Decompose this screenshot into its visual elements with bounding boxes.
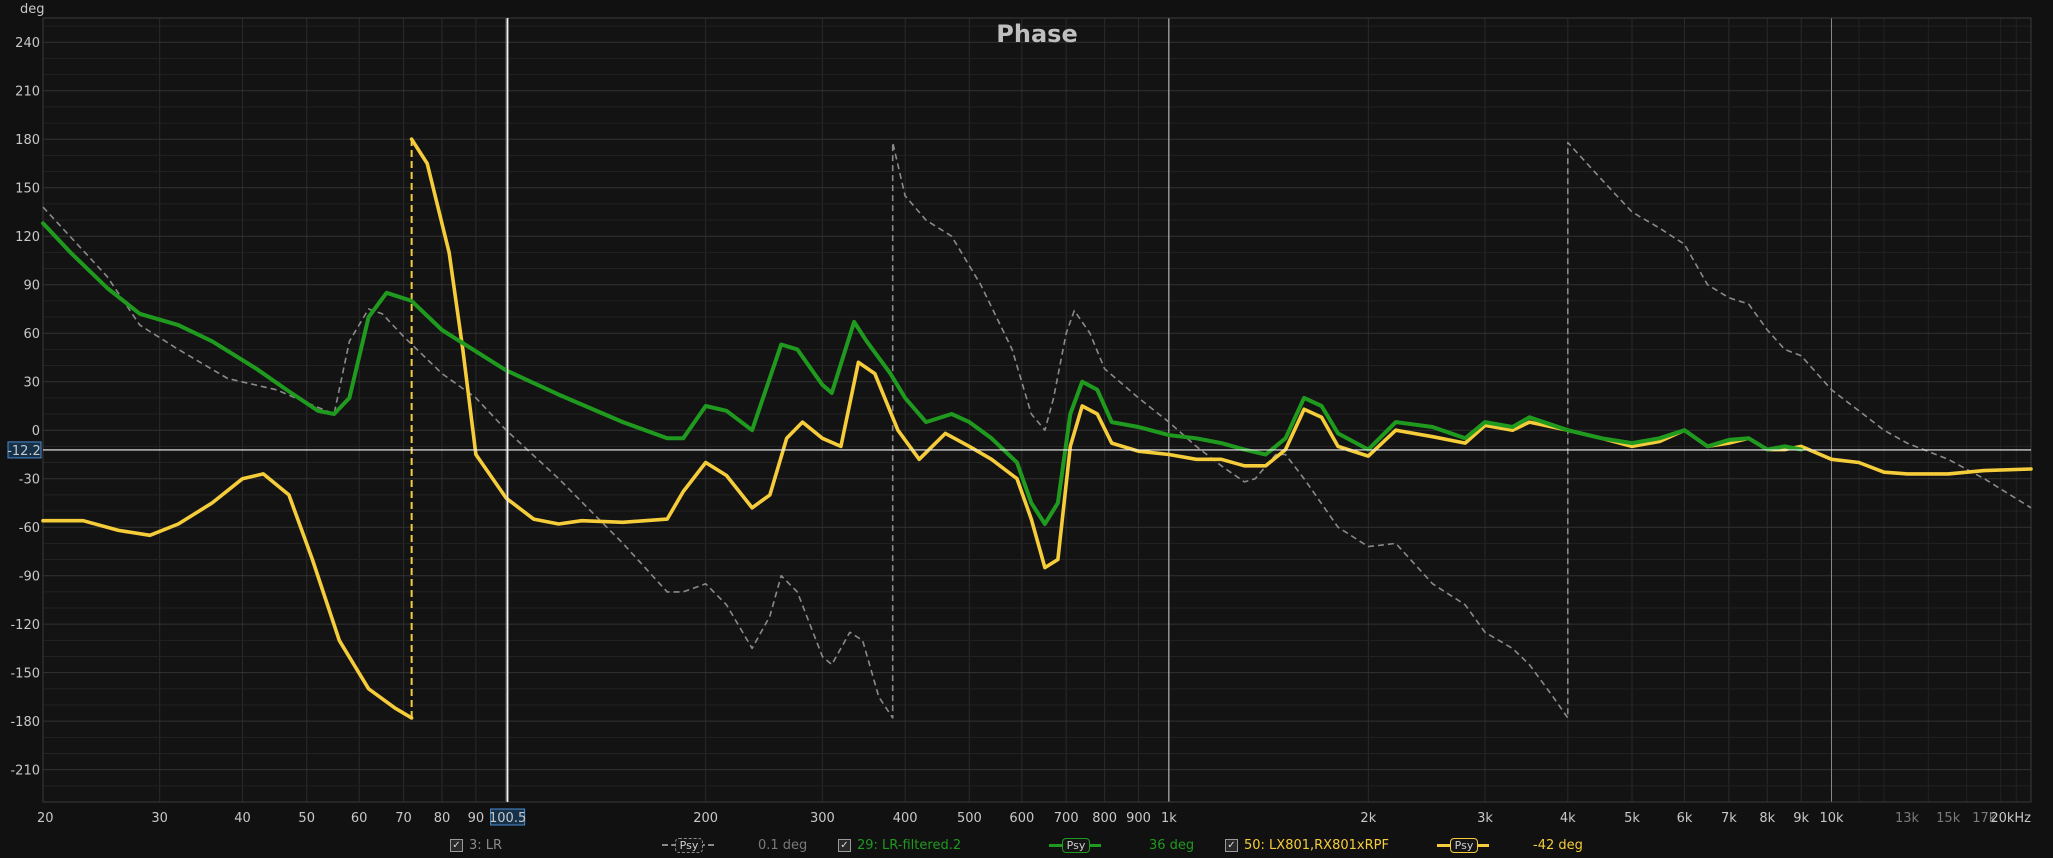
- x-tick-label: 13k: [1895, 811, 1920, 826]
- psy-smoothing-badge-1[interactable]: Psy: [675, 838, 703, 853]
- x-tick-label: 6k: [1677, 811, 1693, 826]
- y-tick-label: 180: [15, 133, 40, 148]
- legend-value-text-1: 0.1 deg: [758, 837, 808, 853]
- cursor-x-readout-box: [490, 808, 526, 826]
- x-tick-label: 50: [298, 811, 315, 826]
- y-tick-label: -30: [19, 473, 40, 488]
- y-axis-unit: deg: [20, 2, 45, 17]
- y-tick-label: 30: [23, 376, 40, 391]
- x-tick-label: 70: [395, 811, 412, 826]
- series-layer: [41, 137, 2033, 720]
- x-tick-label: 500: [957, 811, 982, 826]
- plot-border: [42, 17, 2032, 803]
- y-tick-label: 150: [15, 182, 40, 197]
- y-tick-label: 210: [15, 85, 40, 100]
- legend-value-3: -42 deg: [1533, 836, 1583, 854]
- legend-item-3: ✓ 50: LX801,RX801xRPF: [1225, 836, 1389, 854]
- grid-minor: [42, 18, 2032, 802]
- x-tick-label: 300: [810, 811, 835, 826]
- x-tick-label: 17k: [1972, 811, 1997, 826]
- y-tick-label: -180: [10, 715, 40, 730]
- x-tick-label: 60: [351, 811, 368, 826]
- x-tick-label: 1k: [1161, 811, 1177, 826]
- cursor-y-readout-box: [7, 441, 42, 459]
- chart-title: Phase: [996, 20, 1077, 48]
- legend-item-1: ✓ 3: LR: [450, 836, 502, 854]
- x-tick-label: 10k: [1819, 811, 1844, 826]
- legend-checkbox-2[interactable]: ✓: [838, 838, 851, 852]
- series-line-3: [42, 141, 2032, 719]
- x-tick-label: 90: [468, 811, 485, 826]
- psy-smoothing-badge-3[interactable]: Psy: [1450, 838, 1478, 853]
- y-tick-label: -90: [19, 570, 40, 585]
- x-tick-label: 30: [151, 811, 168, 826]
- legend-label-3: 50: LX801,RX801xRPF: [1244, 837, 1389, 853]
- legend-psy-1[interactable]: Psy: [662, 836, 714, 854]
- series-line-29: [41, 221, 1804, 526]
- x-tick-label: 80: [434, 811, 451, 826]
- psy-smoothing-badge-2[interactable]: Psy: [1062, 838, 1090, 853]
- y-tick-labels: 240 210 180 150 120 90 60 30 0 -30 -60 -90 -120 -150 -…: [10, 36, 40, 778]
- x-tick-labels: 20 30 40 50 60 70 80 90 200 300 400 500 600 700 800 900…: [37, 811, 2031, 826]
- y-tick-label: 90: [23, 279, 40, 294]
- x-tick-label: 20kHz: [1990, 811, 2031, 826]
- y-tick-label: -150: [10, 667, 40, 682]
- x-tick-label: 15k: [1936, 811, 1961, 826]
- cursor-x-readout: 100.5: [489, 811, 526, 826]
- cursor-y-readout: -12.2: [7, 444, 41, 459]
- x-tick-label: 400: [893, 811, 918, 826]
- legend-value-text-2: 36 deg: [1149, 837, 1195, 853]
- legend-label-1: 3: LR: [469, 837, 503, 853]
- x-tick-label: 700: [1054, 811, 1079, 826]
- x-tick-label: 8k: [1759, 811, 1775, 826]
- y-tick-label: -120: [10, 618, 40, 633]
- x-tick-label: 4k: [1560, 811, 1576, 826]
- cursor-layer[interactable]: -12.2 100.5: [7, 18, 2031, 826]
- x-tick-label: 600: [1009, 811, 1034, 826]
- y-tick-label: 240: [15, 36, 40, 51]
- x-tick-label: 900: [1126, 811, 1151, 826]
- y-tick-label: 120: [15, 230, 40, 245]
- x-tick-label: 5k: [1624, 811, 1640, 826]
- legend-value-text-3: -42 deg: [1533, 837, 1583, 853]
- x-tick-label: 200: [693, 811, 718, 826]
- x-tick-label: 800: [1092, 811, 1117, 826]
- legend-value-2: 36 deg: [1149, 836, 1194, 854]
- legend-psy-3[interactable]: Psy: [1437, 836, 1489, 854]
- legend-value-1: 0.1 deg: [758, 836, 807, 854]
- y-tick-label: -210: [10, 764, 40, 779]
- legend-psy-2[interactable]: Psy: [1049, 836, 1101, 854]
- y-tick-label: 0: [32, 424, 40, 439]
- x-tick-label: 40: [234, 811, 251, 826]
- legend-checkbox-3[interactable]: ✓: [1225, 838, 1238, 852]
- legend-item-2: ✓ 29: LR-filtered.2: [838, 836, 961, 854]
- x-tick-label: 3k: [1477, 811, 1493, 826]
- grid-major: [42, 17, 2032, 803]
- x-tick-label: 20: [37, 811, 54, 826]
- x-tick-label: 2k: [1360, 811, 1376, 826]
- plot-background: [43, 18, 2031, 802]
- y-tick-label: -60: [19, 521, 40, 536]
- legend-checkbox-1[interactable]: ✓: [450, 838, 463, 852]
- y-tick-label: 60: [23, 327, 40, 342]
- x-tick-label: 7k: [1721, 811, 1737, 826]
- x-tick-label: 9k: [1793, 811, 1809, 826]
- legend-label-2: 29: LR-filtered.2: [857, 837, 962, 853]
